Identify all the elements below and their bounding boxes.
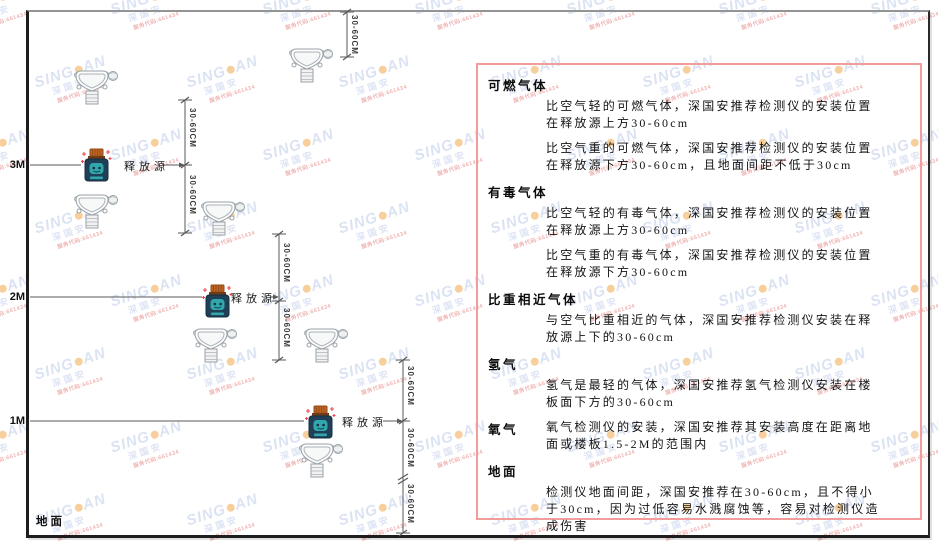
dimension-label: 30-60CM (406, 484, 415, 524)
section-combustible: 可燃气体 比空气轻的可燃气体，深国安推荐检测仪的安装位置在释放源上方30-60c… (488, 75, 908, 174)
section-ground: 地面 检测仪地面间距，深国安推荐在30-60cm，且不得小于30cm，因为过低容… (488, 461, 908, 535)
section-hydrogen: 氢气 氢气是最轻的气体，深国安推荐氢气检测仪安装在楼板面下方的30-60cm (488, 354, 908, 411)
section-heading: 比重相近气体 (488, 293, 579, 307)
gas-detector-icon (193, 328, 237, 363)
scale-label-2m: 2M (9, 291, 25, 303)
release-source-label: 释放源 (231, 293, 276, 305)
scale-label-3m: 3M (9, 159, 25, 171)
release-source-icon (304, 405, 337, 439)
dimension-label: 30-60CM (350, 15, 359, 55)
section-toxic: 有毒气体 比空气轻的有毒气体，深国安推荐检测仪的安装位置在释放源上方30-60c… (488, 182, 908, 281)
diagram-canvas (30, 8, 411, 537)
section-oxygen: 氧气 氧气检测仪的安装，深国安推荐其安装高度在距离地面或楼板1.5-2M的范围内 (488, 419, 908, 453)
gas-detector-icon (289, 48, 333, 83)
section-paragraph: 比空气轻的可燃气体，深国安推荐检测仪的安装位置在释放源上方30-60cm (546, 99, 873, 130)
dimension-label: 30-60CM (282, 243, 291, 283)
section-similar-density: 比重相近气体 与空气比重相近的气体，深国安推荐检测仪安装在释放源上下的30-60… (488, 289, 908, 346)
section-heading: 氧气 (488, 423, 519, 437)
section-heading: 可燃气体 (488, 79, 549, 93)
dimension-lines (184, 12, 404, 533)
section-heading: 有毒气体 (488, 186, 549, 200)
dimension-label: 30-60CM (406, 366, 415, 406)
watermark-dot-icon (757, 0, 768, 2)
ground-label: 地面 (36, 516, 65, 528)
release-source-icon (80, 148, 113, 182)
release-source-label: 释放源 (124, 161, 169, 173)
watermark-dot-icon (605, 0, 616, 2)
release-source-icon (201, 284, 234, 318)
section-paragraph: 比空气重的可燃气体，深国安推荐检测仪的安装位置在释放源下方30-60cm，且地面… (546, 141, 873, 172)
section-paragraph: 氧气检测仪的安装，深国安推荐其安装高度在距离地面或楼板1.5-2M的范围内 (546, 420, 873, 451)
section-paragraph: 比空气轻的有毒气体，深国安推荐检测仪的安装位置在释放源上方30-60cm (546, 206, 873, 237)
gas-detector-icon (74, 194, 118, 229)
dimension-label: 30-60CM (406, 428, 415, 468)
gas-detector-icon (304, 328, 348, 363)
room-outline (26, 10, 930, 538)
dimension-ticks (177, 8, 411, 537)
gas-detector-icon (201, 201, 245, 236)
dimension-label: 30-60CM (282, 308, 291, 348)
gas-detector-icon (74, 70, 118, 105)
gas-detector-icon (299, 443, 343, 478)
section-heading: 地面 (488, 465, 519, 479)
section-heading: 氢气 (488, 358, 519, 372)
scale-label-1m: 1M (9, 415, 25, 427)
release-source-label: 释放源 (342, 417, 387, 429)
dimension-label: 30-60CM (188, 108, 197, 148)
watermark-dot-icon (909, 0, 920, 2)
section-paragraph: 比空气重的有毒气体，深国安推荐检测仪的安装位置在释放源下方30-60cm (546, 248, 873, 279)
section-paragraph: 氢气是最轻的气体，深国安推荐氢气检测仪安装在楼板面下方的30-60cm (546, 378, 873, 409)
dimension-label: 30-60CM (188, 175, 197, 215)
section-paragraph: 检测仪地面间距，深国安推荐在30-60cm，且不得小于30cm，因为过低容易水溅… (546, 485, 880, 533)
section-paragraph: 与空气比重相近的气体，深国安推荐检测仪安装在释放源上下的30-60cm (546, 313, 873, 344)
installation-guidelines-panel: 可燃气体 比空气轻的可燃气体，深国安推荐检测仪的安装位置在释放源上方30-60c… (476, 63, 922, 533)
